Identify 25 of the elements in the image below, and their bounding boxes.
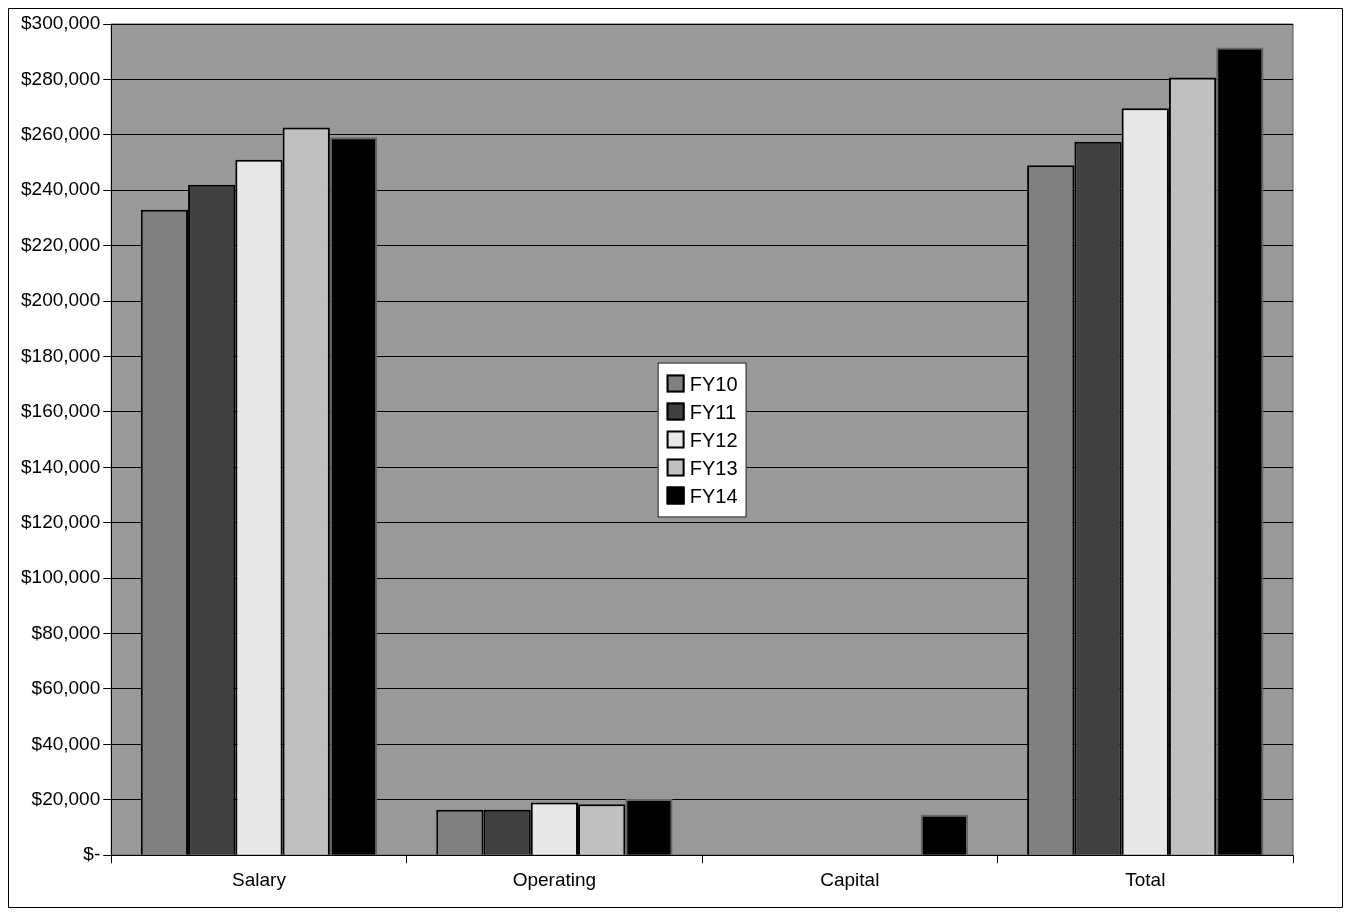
- legend-label: FY13: [689, 456, 738, 480]
- y-tick-label: $260,000: [21, 123, 101, 145]
- y-tick-label: $280,000: [21, 67, 101, 89]
- y-tick-label: $220,000: [21, 233, 101, 255]
- y-tick-label: $20,000: [31, 788, 101, 810]
- legend-label: FY11: [689, 400, 737, 424]
- y-tick-label: $160,000: [21, 400, 101, 422]
- legend-label: FY14: [689, 484, 738, 508]
- y-tick-label: $80,000: [31, 621, 101, 643]
- y-tick-label: $180,000: [21, 344, 101, 366]
- legend-label: FY10: [689, 372, 738, 396]
- legend-label: FY12: [689, 428, 738, 452]
- x-tick-label: Capital: [820, 868, 880, 890]
- y-tick-label: $240,000: [21, 178, 101, 200]
- x-tick-label: Salary: [232, 868, 287, 890]
- x-tick-label: Total: [1125, 868, 1166, 890]
- x-tick-label: Operating: [512, 868, 597, 890]
- y-tick-label: $120,000: [21, 510, 101, 532]
- y-tick-label: $60,000: [31, 677, 101, 699]
- y-tick-label: $200,000: [21, 289, 101, 311]
- y-tick-label: $40,000: [31, 732, 101, 754]
- y-tick-label: $140,000: [21, 455, 101, 477]
- y-tick-label: $100,000: [21, 566, 101, 588]
- y-tick-label: $300,000: [21, 12, 101, 34]
- y-tick-label: $-: [83, 843, 101, 865]
